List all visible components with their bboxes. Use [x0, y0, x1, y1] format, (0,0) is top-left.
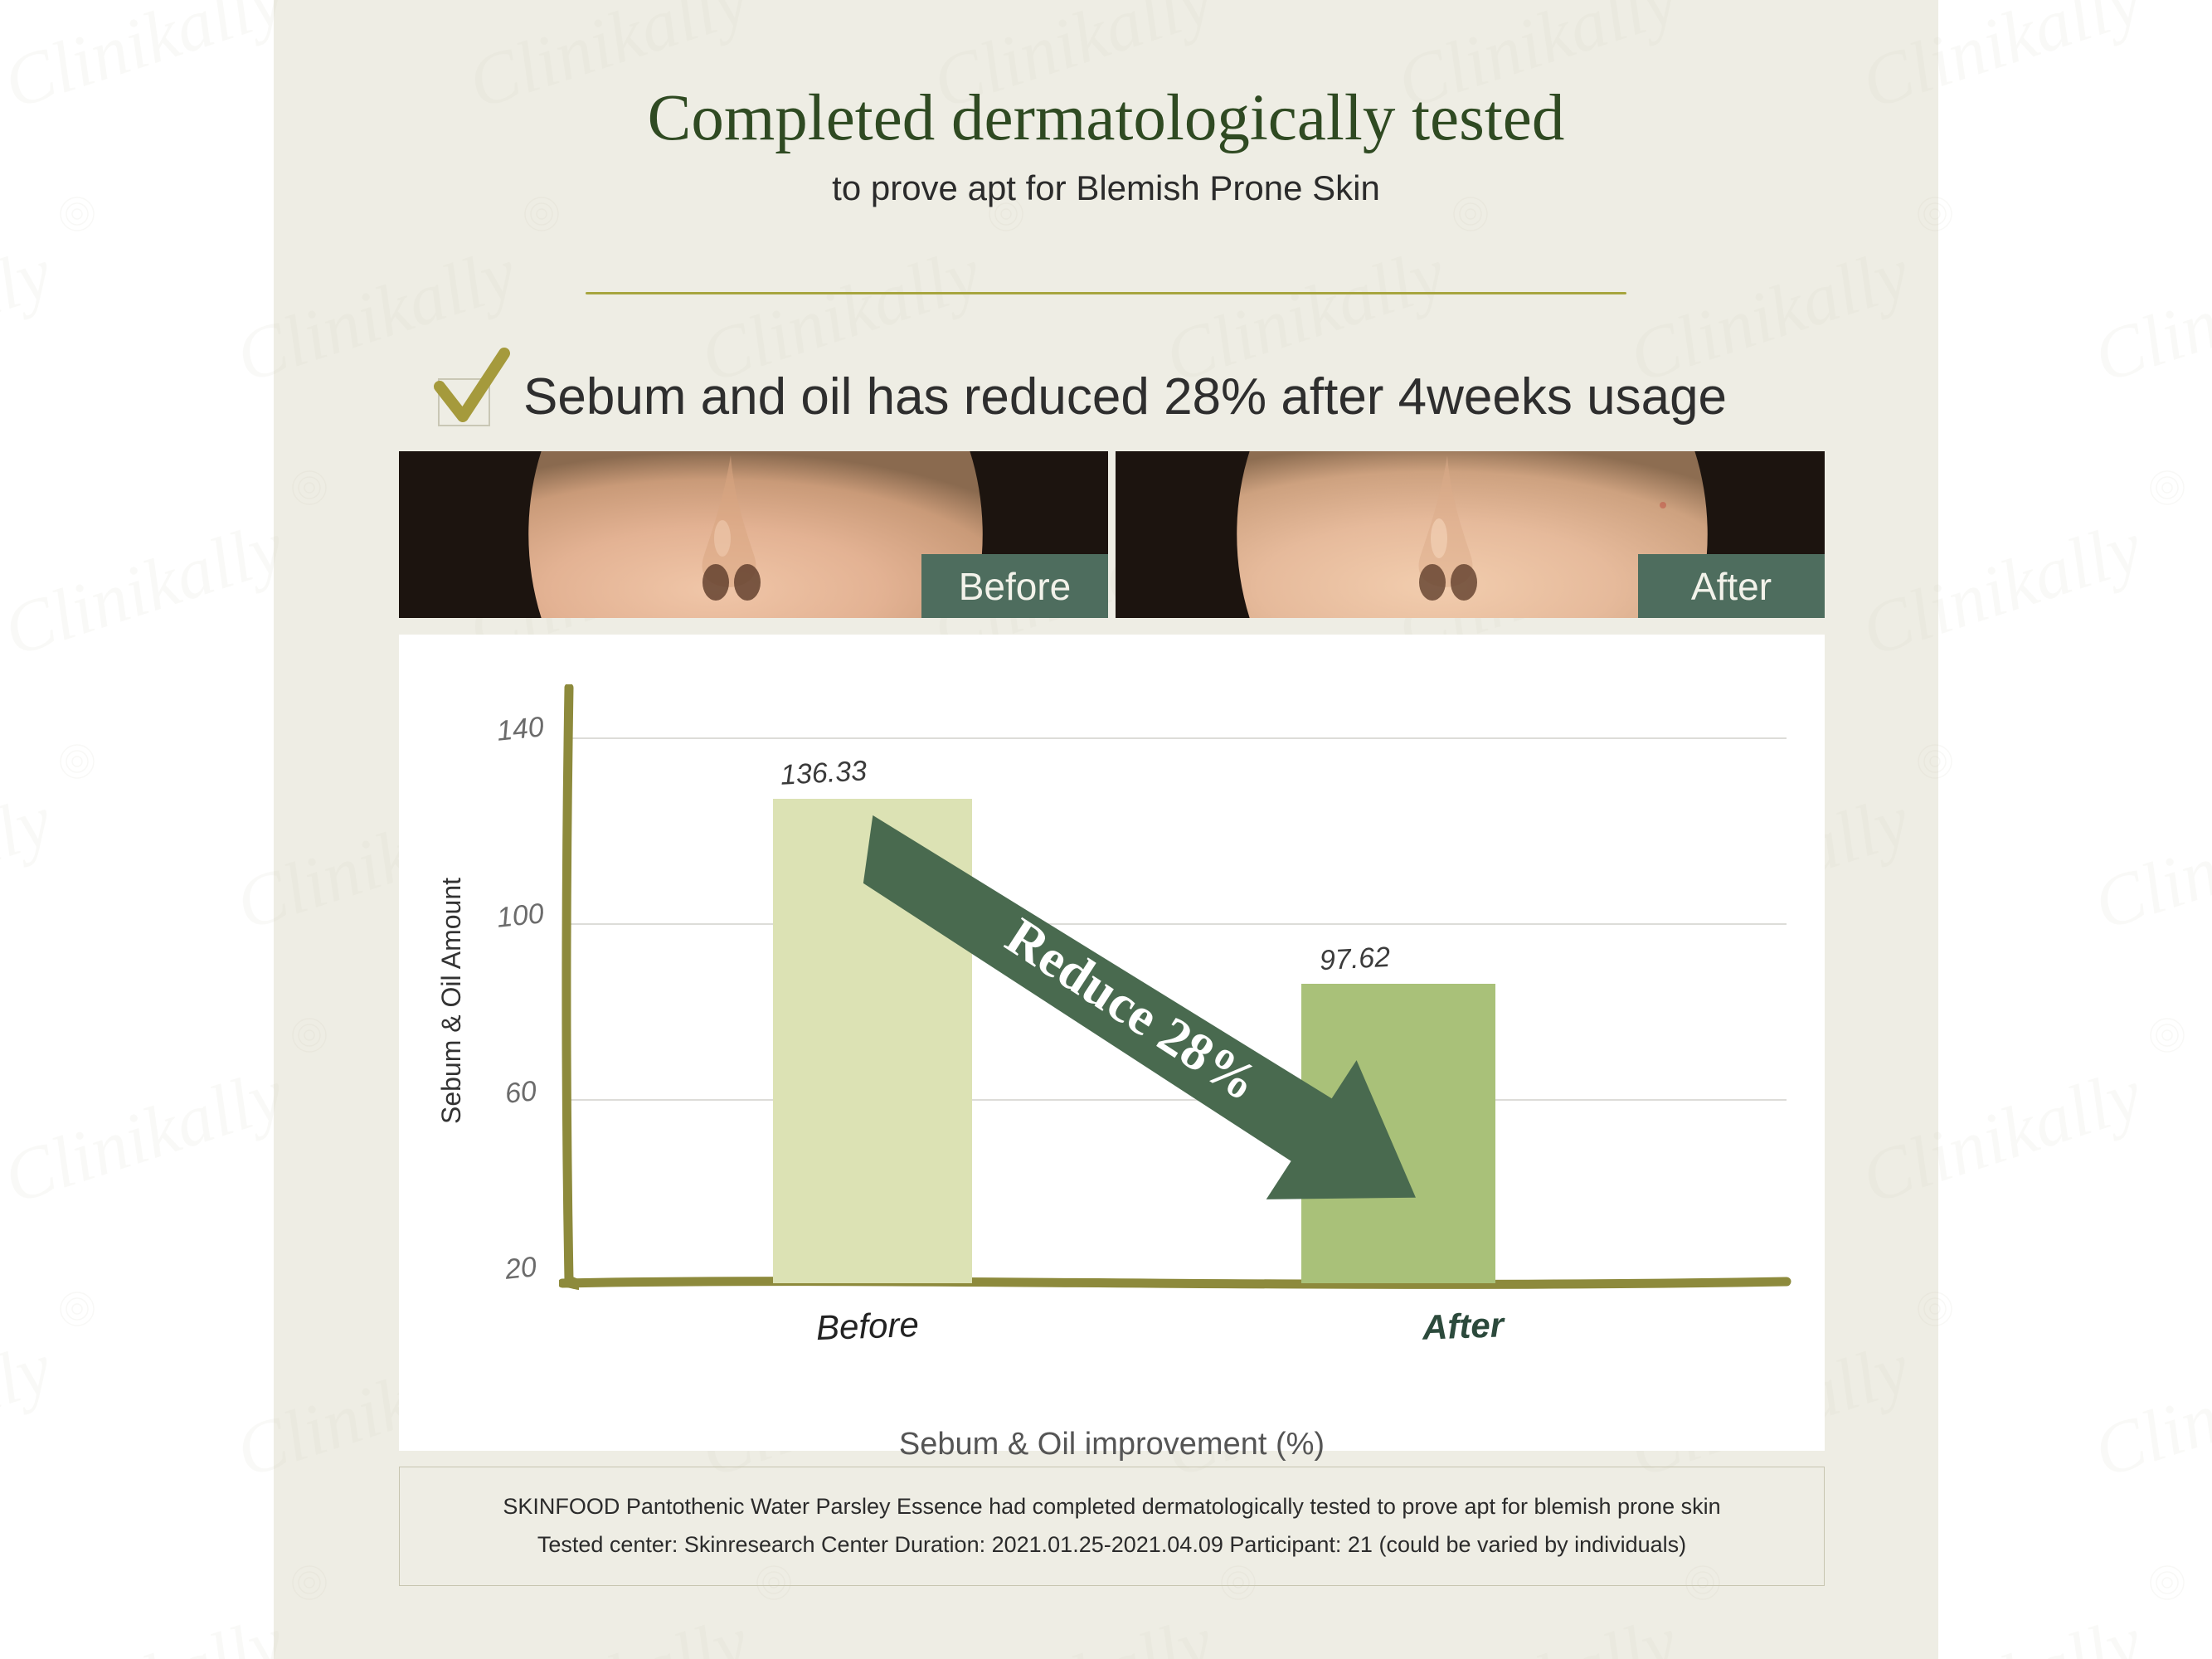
- svg-text:Reduce 28%: Reduce 28%: [996, 906, 1269, 1112]
